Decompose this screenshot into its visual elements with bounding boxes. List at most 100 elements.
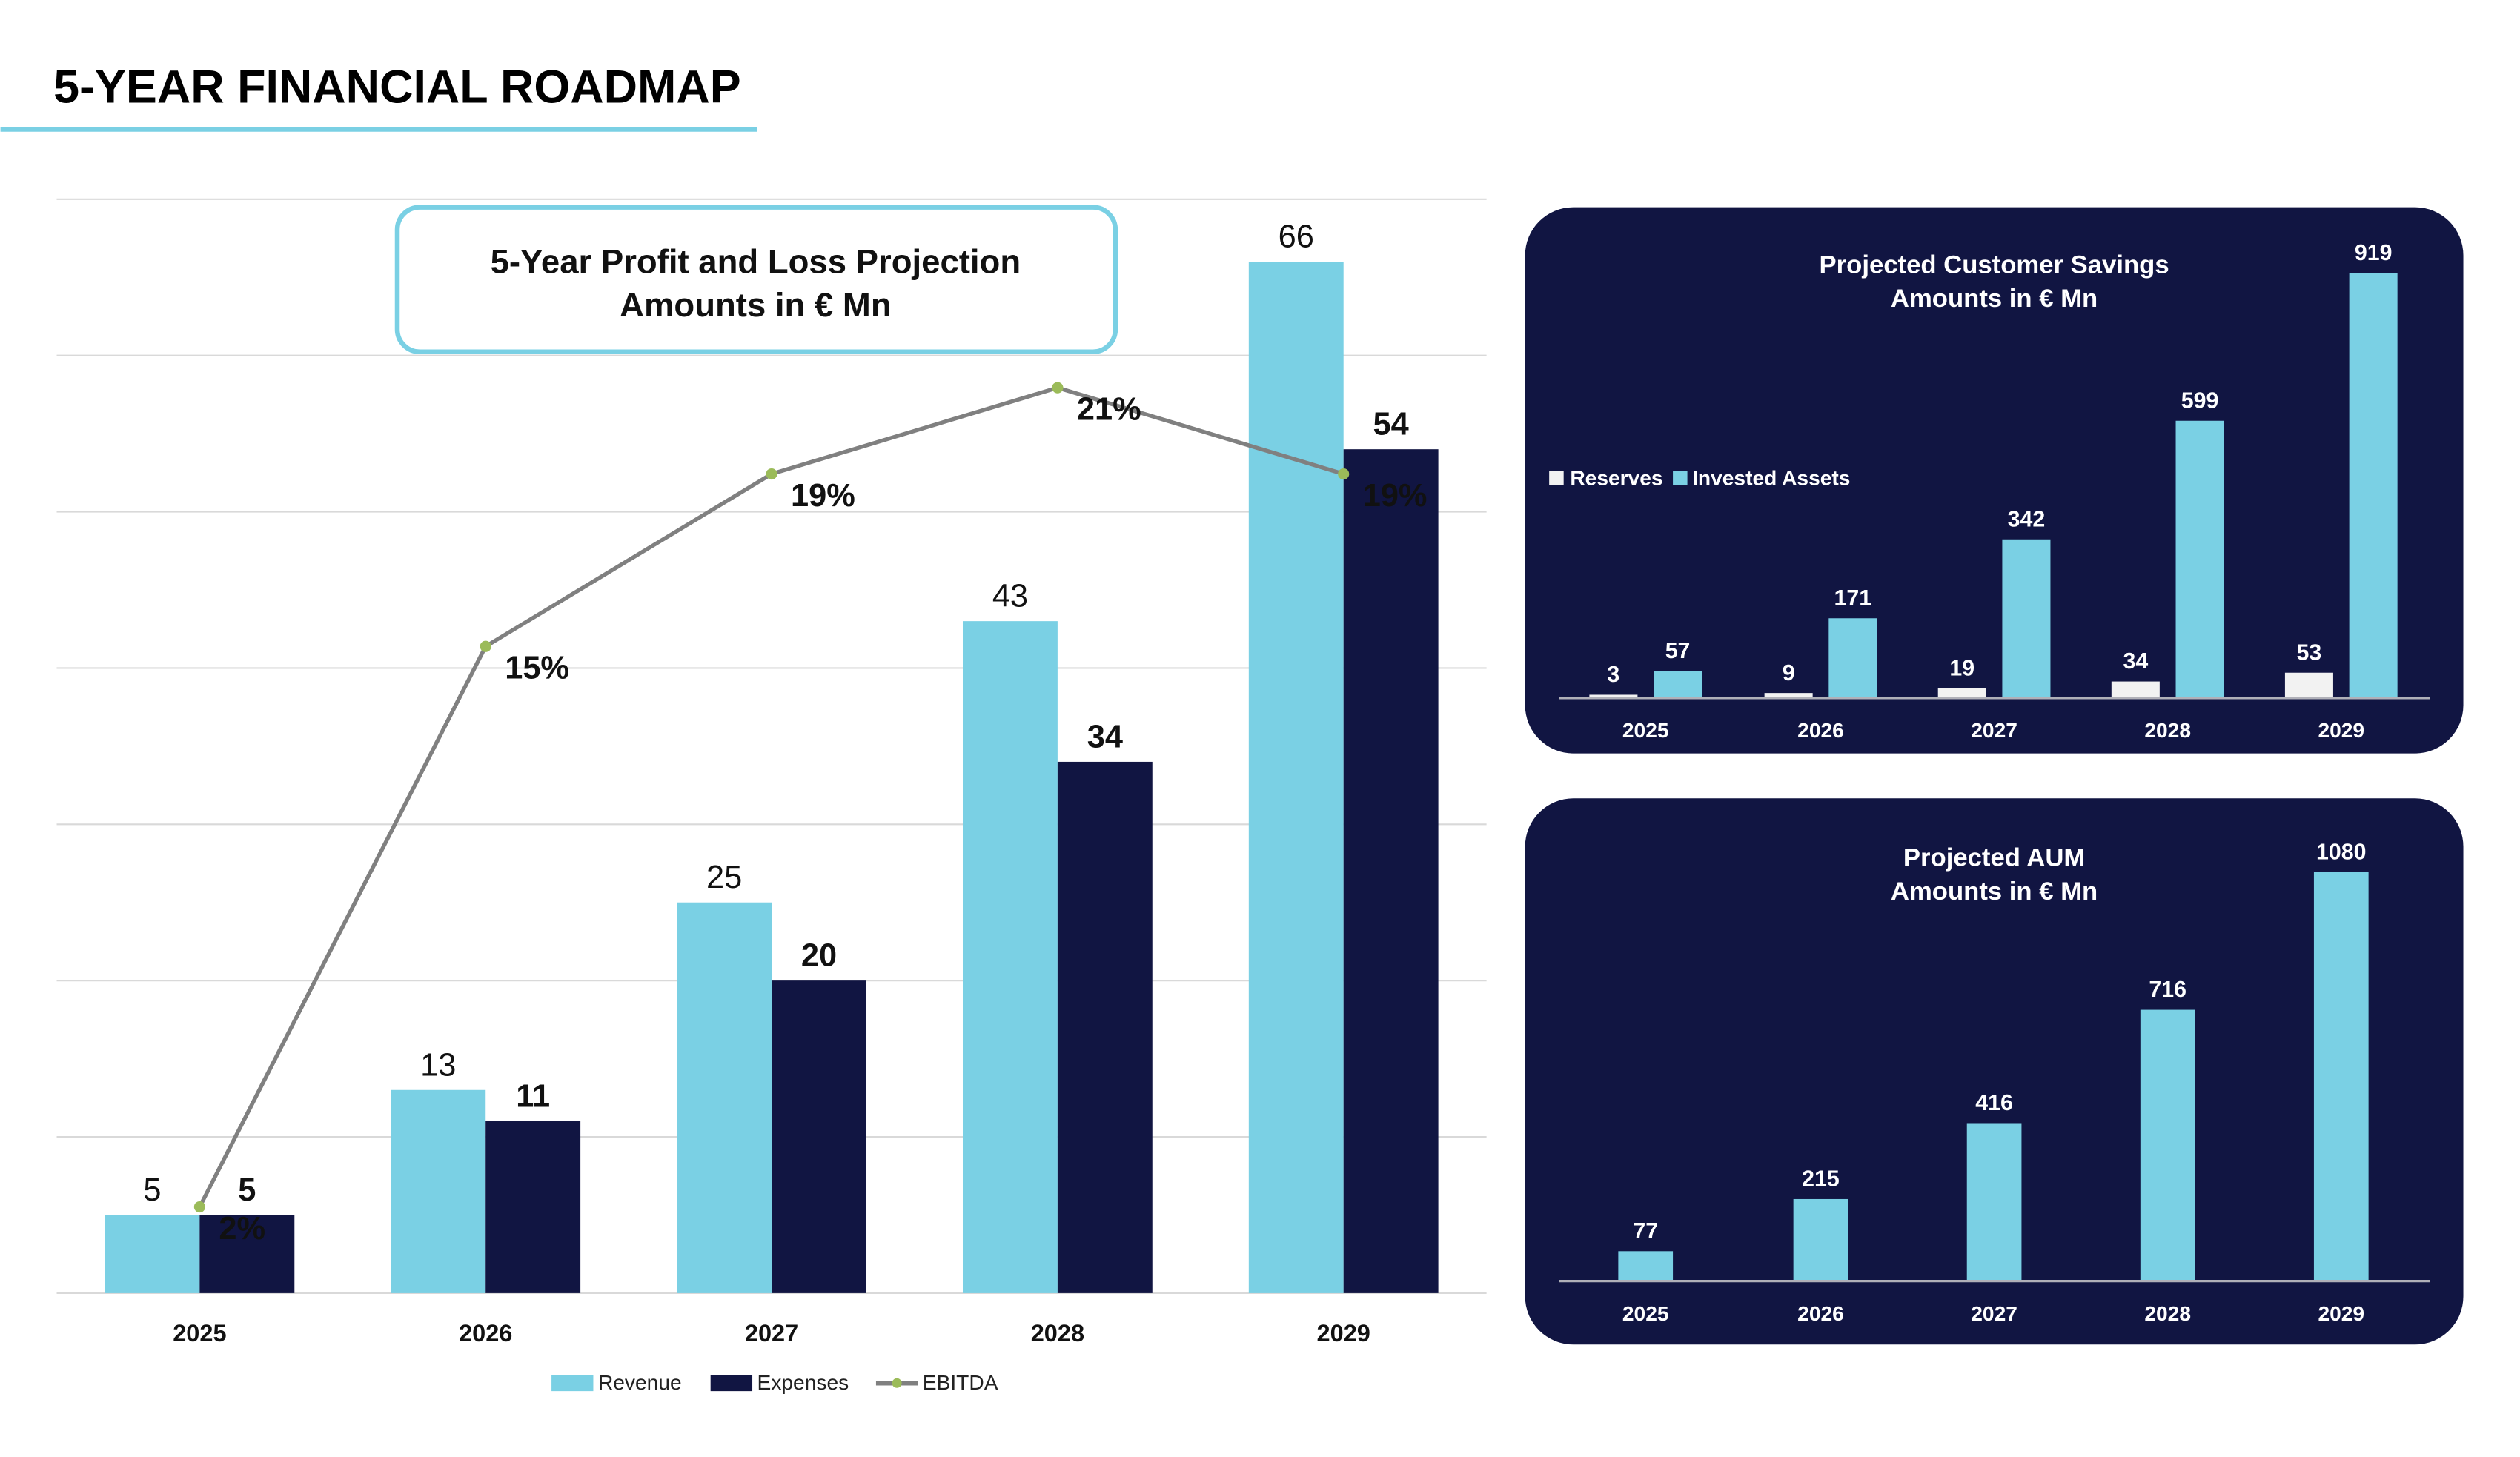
data-label-revenue: 5 (143, 1172, 161, 1208)
legend-swatch-revenue (551, 1375, 594, 1392)
x-tick-label: 2026 (1797, 1301, 1844, 1325)
ebitda-marker (480, 640, 491, 652)
legend-label-invested-assets: Invested Assets (1692, 466, 1850, 490)
panel-subtitle: Amounts in € Mn (1891, 285, 2098, 313)
data-label-aum: 716 (2149, 978, 2186, 1002)
x-tick-label: 2028 (2144, 718, 2191, 742)
bar-reserves (2111, 681, 2160, 697)
x-tick-label: 2029 (1317, 1320, 1370, 1347)
data-label-reserves: 19 (1949, 657, 1974, 681)
data-label-expenses: 20 (801, 938, 837, 974)
data-label-ebitda: 19% (791, 478, 855, 514)
bar-aum (1966, 1123, 2022, 1281)
bar-revenue (391, 1089, 486, 1293)
x-tick-label: 2027 (1971, 718, 2017, 742)
data-label-revenue: 13 (420, 1047, 456, 1083)
bar-revenue (1248, 262, 1344, 1293)
panel-title: Projected AUM (1903, 843, 2085, 872)
panel-subtitle: Amounts in € Mn (1891, 877, 2098, 906)
chart-title-box (394, 205, 1118, 354)
x-tick-label: 2027 (1971, 1301, 2017, 1325)
bar-invested-assets (2175, 420, 2224, 697)
x-tick-label: 2026 (459, 1320, 512, 1347)
bar-expenses (485, 1121, 581, 1293)
ebitda-marker (1052, 382, 1064, 394)
legend-label-ebitda: EBITDA (923, 1370, 998, 1394)
data-label-expenses: 34 (1087, 719, 1123, 754)
data-label-reserves: 53 (2297, 640, 2322, 665)
bar-expenses (1343, 449, 1439, 1293)
title-underline (0, 127, 757, 132)
bar-aum (2140, 1009, 2195, 1281)
bar-expenses (772, 980, 866, 1293)
bar-invested-assets (2349, 273, 2398, 697)
bar-expenses (1057, 761, 1153, 1293)
data-label-ebitda: 15% (505, 651, 569, 686)
bar-revenue (677, 902, 772, 1293)
data-label-aum: 416 (1975, 1091, 2013, 1115)
bar-aum (1618, 1251, 1674, 1281)
data-label-aum: 77 (1633, 1219, 1658, 1244)
data-label-invested-assets: 599 (2181, 388, 2219, 413)
bar-reserves (1937, 688, 1986, 697)
page-title: 5-YEAR FINANCIAL ROADMAP (53, 62, 741, 113)
bar-reserves (1764, 693, 1813, 697)
ebitda-marker (1338, 468, 1350, 480)
legend-label-expenses: Expenses (757, 1370, 849, 1394)
data-label-invested-assets: 919 (2355, 241, 2393, 265)
legend-marker-ebitda (892, 1378, 902, 1388)
data-label-expenses: 54 (1373, 407, 1409, 442)
data-label-revenue: 66 (1279, 219, 1314, 255)
chart-subtitle: Amounts in € Mn (620, 286, 892, 324)
bar-expenses (199, 1215, 295, 1293)
panel-background (1525, 798, 2464, 1345)
data-label-aum: 215 (1802, 1167, 1840, 1192)
x-tick-label: 2025 (1622, 1301, 1669, 1325)
bar-reserves (1589, 694, 1638, 697)
data-label-expenses: 11 (516, 1078, 550, 1114)
legend-label-revenue: Revenue (598, 1370, 682, 1394)
ebitda-marker (193, 1201, 205, 1213)
data-label-invested-assets: 171 (1834, 586, 1872, 611)
data-label-reserves: 3 (1607, 663, 1619, 687)
data-label-ebitda: 19% (1363, 478, 1428, 514)
x-tick-label: 2025 (1622, 718, 1669, 742)
x-tick-label: 2028 (1031, 1320, 1084, 1347)
aum-panel: Projected AUM Amounts in € Mn 77 2025 215 2… (1525, 798, 2464, 1345)
data-label-reserves: 34 (2123, 649, 2148, 674)
bar-revenue (962, 621, 1058, 1293)
legend-swatch-invested-assets (1673, 471, 1688, 485)
data-label-ebitda: 21% (1077, 392, 1141, 428)
data-label-aum: 1080 (2316, 840, 2366, 865)
data-label-revenue: 43 (992, 579, 1028, 614)
x-tick-label: 2026 (1797, 718, 1844, 742)
ebitda-marker (766, 468, 777, 480)
legend-swatch-expenses (710, 1375, 753, 1392)
data-label-revenue: 25 (706, 860, 742, 895)
data-label-invested-assets: 342 (2008, 507, 2046, 531)
bar-aum (1793, 1198, 1848, 1281)
x-tick-label: 2027 (745, 1320, 798, 1347)
x-tick-label: 2025 (173, 1320, 226, 1347)
panel-title: Projected Customer Savings (1820, 250, 2169, 279)
legend-label-reserves: Reserves (1570, 466, 1662, 490)
x-tick-label: 2028 (2144, 1301, 2191, 1325)
data-label-reserves: 9 (1783, 661, 1795, 686)
bar-reserves (2284, 672, 2333, 697)
legend-swatch-reserves (1549, 471, 1564, 485)
bar-aum (2313, 872, 2369, 1281)
chart-title: 5-Year Profit and Loss Projection (491, 242, 1021, 280)
customer-savings-panel: Projected Customer Savings Amounts in € … (1525, 207, 2464, 754)
bar-invested-assets (2002, 539, 2051, 697)
bar-revenue (105, 1215, 200, 1293)
pl-projection-chart: 5 5 2025 13 11 2026 25 20 2027 43 34 2028 66 54 2029 2%… (56, 198, 1487, 1394)
bar-invested-assets (1654, 671, 1702, 697)
panel-background (1525, 207, 2464, 754)
x-tick-label: 2029 (2318, 718, 2364, 742)
data-label-expenses: 5 (238, 1172, 256, 1208)
data-label-invested-assets: 57 (1665, 639, 1691, 663)
bar-invested-assets (1828, 618, 1877, 697)
x-tick-label: 2029 (2318, 1301, 2364, 1325)
legend: Revenue Expenses EBITDA (551, 1370, 998, 1394)
